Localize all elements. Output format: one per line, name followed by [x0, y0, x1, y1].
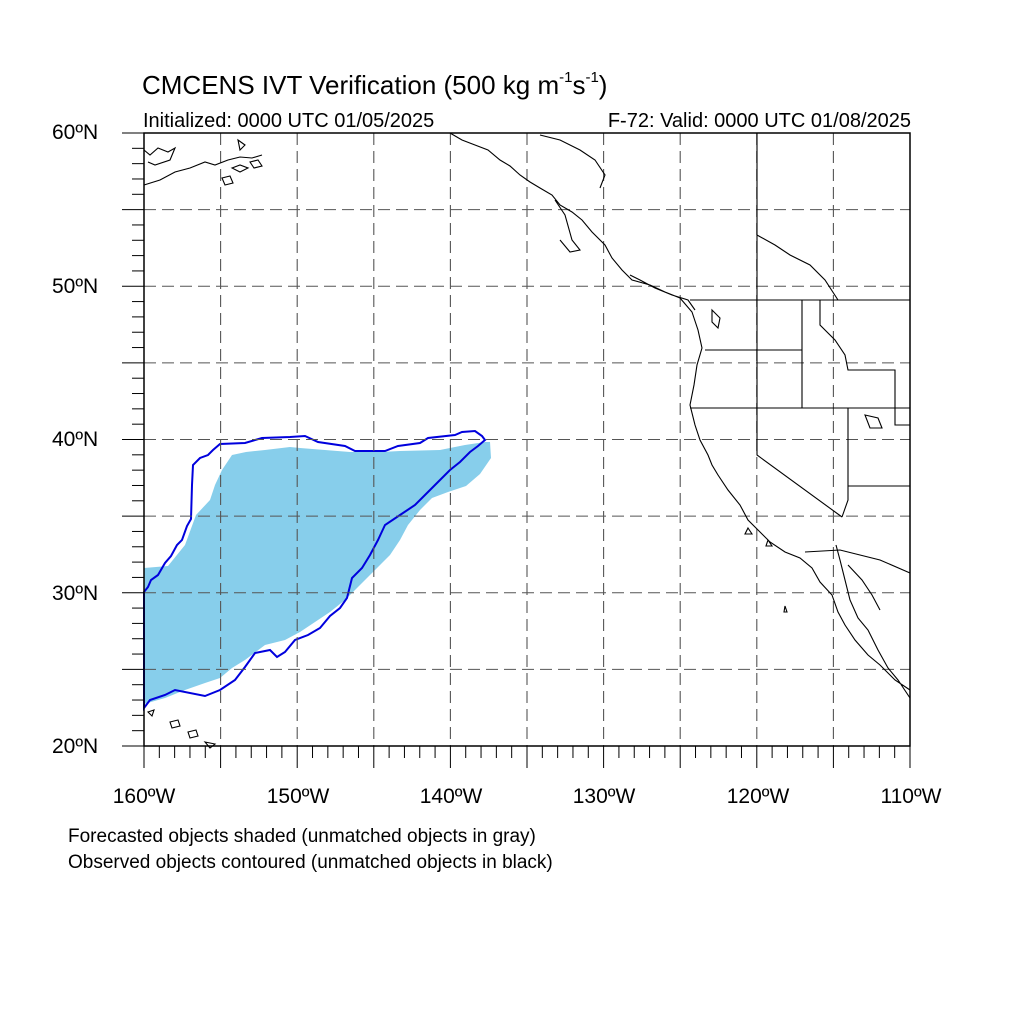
- title-exponent-1: -1: [559, 69, 573, 86]
- lat-lon-gridlines: [144, 133, 910, 746]
- lat-label-50n: 50ºN: [52, 275, 99, 298]
- coastlines-and-borders: [143, 132, 911, 749]
- title-close: ): [598, 70, 608, 100]
- lon-label-160w: 160ºW: [112, 785, 176, 808]
- forecast-ivt-object: [144, 442, 491, 704]
- lon-label-130w: 130ºW: [572, 785, 636, 808]
- forecast-objects-layer: [144, 442, 491, 704]
- title-exponent-2: -1: [585, 69, 599, 86]
- observed-ivt-contour: [143, 429, 487, 711]
- state-borders: [690, 133, 911, 574]
- lat-label-40n: 40ºN: [52, 428, 99, 451]
- lon-label-150w: 150ºW: [266, 785, 330, 808]
- alaska-coastline: [143, 138, 263, 186]
- title-unit-s: s: [572, 70, 586, 100]
- lon-label-110w: 110ºW: [880, 785, 942, 808]
- baja-islands: [783, 414, 883, 613]
- title-main: CMCENS IVT Verification (500 kg m: [142, 70, 560, 100]
- lat-label-60n: 60ºN: [52, 121, 99, 144]
- hawaii-islands: [146, 709, 217, 749]
- plot-title: CMCENS IVT Verification (500 kg m-1s-1): [142, 70, 607, 101]
- initialized-time-label: Initialized: 0000 UTC 01/05/2025: [143, 110, 435, 132]
- pacific-northwest-coastline: [449, 132, 911, 699]
- lat-label-20n: 20ºN: [52, 735, 99, 758]
- lat-label-30n: 30ºN: [52, 582, 99, 605]
- legend-observed-note: Observed objects contoured (unmatched ob…: [68, 852, 553, 873]
- observed-objects-layer: [143, 429, 487, 711]
- lon-label-140w: 140ºW: [419, 785, 483, 808]
- valid-time-label: F-72: Valid: 0000 UTC 01/08/2025: [607, 110, 911, 132]
- plot-frame: [122, 132, 911, 768]
- lon-label-120w: 120ºW: [726, 785, 790, 808]
- legend-forecast-note: Forecasted objects shaded (unmatched obj…: [68, 826, 536, 847]
